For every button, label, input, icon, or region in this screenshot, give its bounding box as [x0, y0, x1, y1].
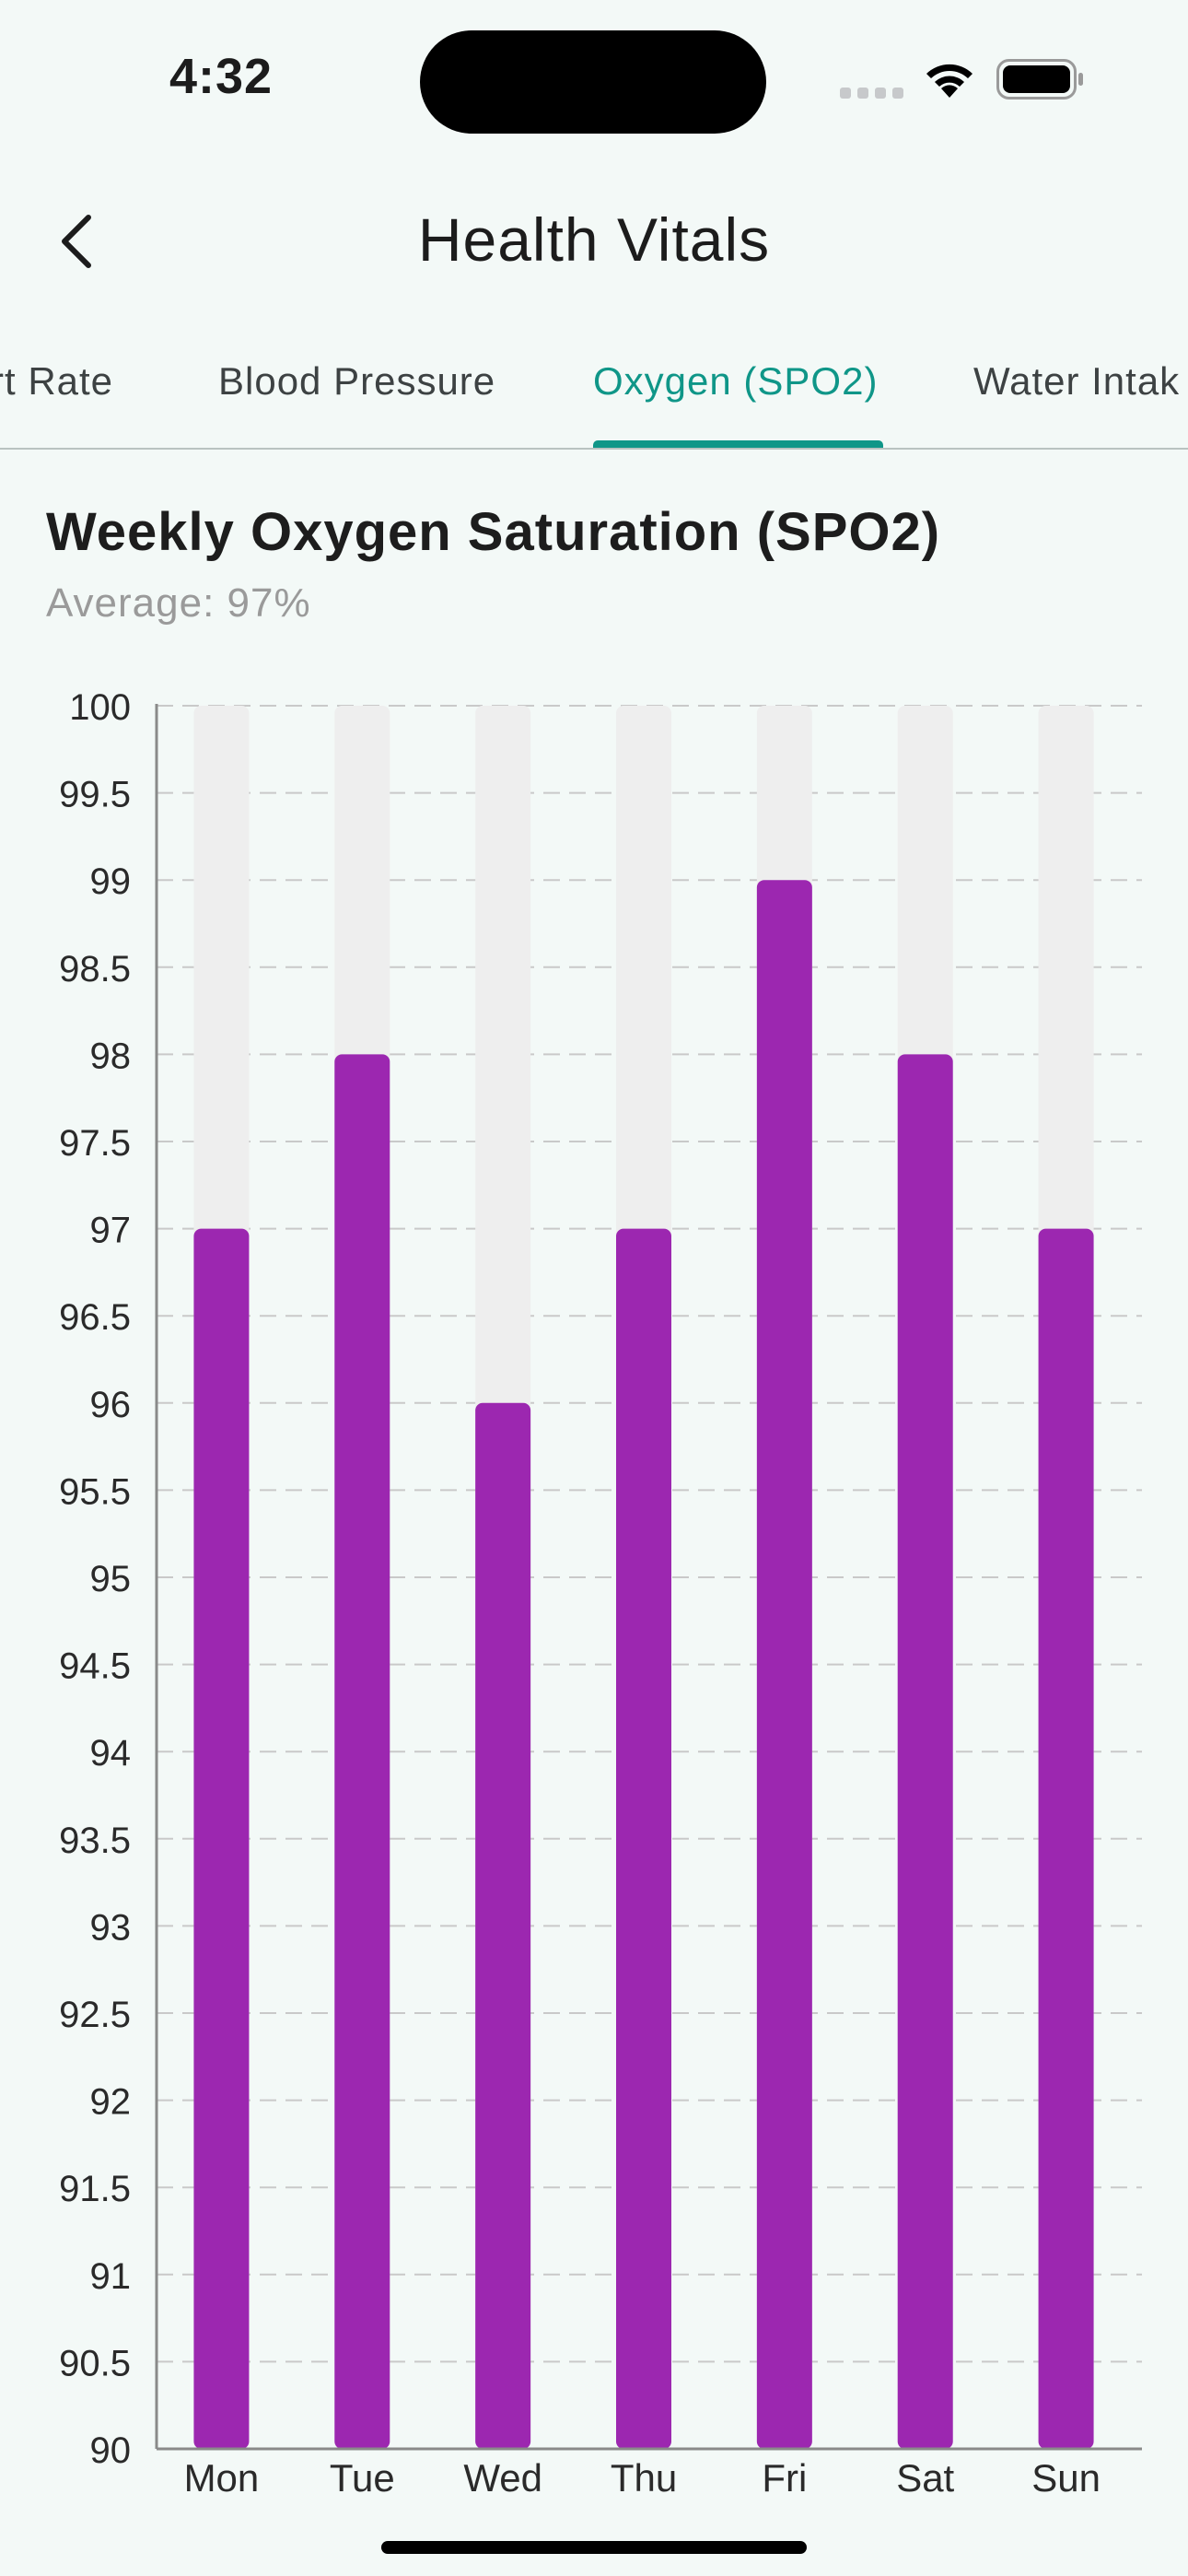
status-time: 4:32 — [169, 49, 274, 104]
y-tick-label: 91 — [90, 2256, 132, 2297]
x-tick-label: Thu — [611, 2456, 677, 2500]
y-tick-label: 96 — [90, 1385, 132, 1425]
bar-fri — [756, 880, 812, 2450]
y-tick-label: 94 — [90, 1733, 132, 1774]
y-tick-label: 95 — [90, 1559, 132, 1599]
y-tick-label: 90.5 — [59, 2343, 131, 2383]
page-title: Health Vitals — [417, 205, 771, 274]
y-tick-label: 100 — [69, 687, 131, 728]
y-tick-label: 91.5 — [59, 2169, 131, 2209]
wifi-icon — [926, 64, 973, 98]
x-tick-label: Wed — [463, 2456, 542, 2500]
bar-tue — [334, 1054, 390, 2449]
tab-heart-rate[interactable]: rt Rate — [0, 359, 114, 403]
back-button[interactable] — [52, 205, 107, 278]
tab-water-intake[interactable]: Water Intak — [973, 359, 1181, 403]
y-tick-label: 93 — [90, 1907, 132, 1948]
tab-oxygen-spo2[interactable]: Oxygen (SPO2) — [593, 359, 879, 403]
y-tick-label: 99 — [90, 861, 132, 902]
bar-sun — [1038, 1228, 1094, 2449]
y-tick-label: 99.5 — [59, 775, 131, 815]
y-tick-label: 92.5 — [59, 1995, 131, 2035]
y-tick-label: 93.5 — [59, 1821, 131, 1861]
y-tick-label: 97.5 — [59, 1123, 131, 1164]
y-tick-label: 92 — [90, 2082, 132, 2123]
x-tick-label: Sat — [896, 2456, 954, 2500]
x-tick-label: Fri — [762, 2456, 807, 2500]
chart-average: Average: 97% — [46, 580, 311, 626]
bar-mon — [193, 1228, 250, 2449]
bar-wed — [475, 1402, 531, 2449]
y-tick-label: 94.5 — [59, 1646, 131, 1687]
x-tick-label: Sun — [1031, 2456, 1101, 2500]
spo2-bar-chart: 90 90.5 91 91.5 92 92.5 93 93.5 94 94.5 95 95.5 96 96… — [59, 687, 1142, 2500]
y-tick-label: 96.5 — [59, 1297, 131, 1338]
chevron-left-icon — [62, 215, 91, 268]
tabs-divider — [0, 448, 1188, 450]
y-tick-label: 95.5 — [59, 1471, 131, 1512]
y-tick-label: 98.5 — [59, 949, 131, 989]
vitals-tab-bar: rt Rate Blood Pressure Oxygen (SPO2) Wat… — [0, 350, 1188, 450]
home-indicator — [381, 2541, 807, 2554]
cellular-signal-icon — [840, 88, 904, 99]
battery-icon — [996, 59, 1083, 100]
bar-sat — [897, 1054, 953, 2449]
y-tick-label: 98 — [90, 1036, 132, 1076]
chart-title: Weekly Oxygen Saturation (SPO2) — [46, 502, 941, 562]
x-tick-label: Mon — [184, 2456, 260, 2500]
y-tick-label: 90 — [90, 2430, 132, 2471]
tab-blood-pressure[interactable]: Blood Pressure — [218, 359, 496, 403]
x-tick-label: Tue — [330, 2456, 395, 2500]
y-tick-label: 97 — [90, 1211, 132, 1251]
active-tab-indicator — [593, 440, 883, 449]
dynamic-island — [420, 30, 766, 134]
bar-thu — [616, 1228, 671, 2449]
